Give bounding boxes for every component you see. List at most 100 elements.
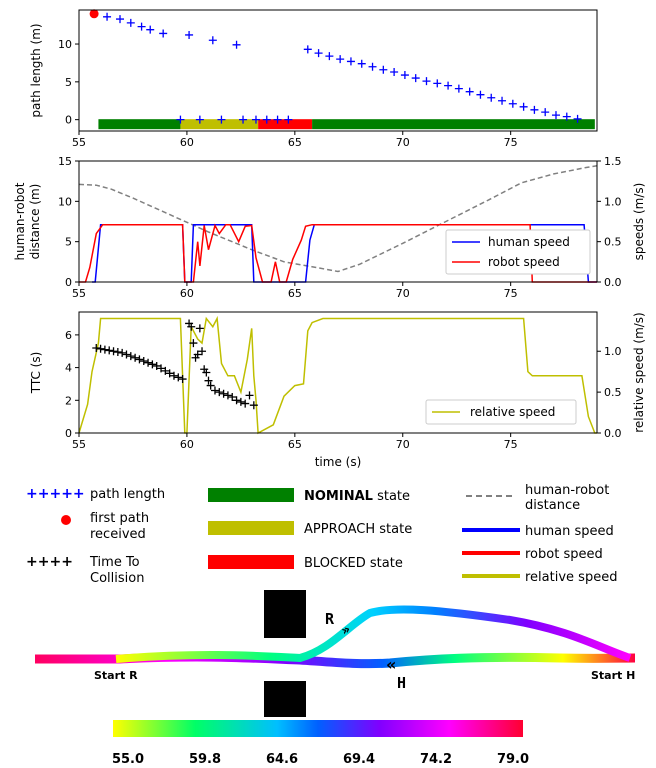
y-tick-label: 6	[65, 329, 72, 342]
x-tick-label: 65	[288, 136, 302, 149]
human-label: H	[397, 674, 406, 692]
data-point	[551, 111, 560, 120]
ttc-relative-speed-panel: 55 60 65 70 75 0 2 4 6 0.0 0.5 1.0 TTC (s) relative s…	[29, 311, 646, 469]
speed-legend: human speed robot speed	[445, 229, 591, 275]
data-point	[411, 74, 420, 83]
data-point	[206, 381, 215, 390]
x-tick-label: 55	[72, 438, 86, 451]
legend-distance: human-robot distance	[525, 483, 609, 513]
x-tick-label: 75	[504, 438, 518, 451]
x-tick-label: 65	[288, 438, 302, 451]
legend-first-path: first path received	[90, 511, 149, 542]
data-point	[346, 57, 355, 66]
y-right-axis-label: speeds (m/s)	[632, 183, 646, 261]
x-tick-label: 60	[180, 287, 194, 300]
data-point	[113, 348, 122, 357]
x-tick-label: 70	[396, 287, 410, 300]
data-point	[232, 396, 241, 405]
y-right-tick-label: 0.0	[604, 427, 622, 440]
y-axis-label: TTC (s)	[29, 352, 43, 395]
y-tick-label: 4	[65, 362, 72, 375]
data-point	[400, 71, 409, 80]
legend-first-path-marker	[61, 515, 71, 525]
y-tick-label: 10	[58, 195, 72, 208]
legend-nominal: NOMINAL state	[304, 489, 410, 504]
colorbar-tick-label: 69.4	[343, 752, 375, 767]
relative-speed-legend: relative speed	[425, 399, 577, 425]
legend-relative-speed: relative speed	[525, 570, 617, 585]
plot-frame	[78, 311, 598, 434]
data-point	[152, 361, 161, 370]
data-point	[176, 115, 185, 124]
data-point	[198, 347, 207, 356]
colorbar-tick-label: 74.2	[420, 752, 452, 767]
data-point	[210, 386, 219, 395]
legend-approach-swatch	[208, 521, 294, 535]
colorbar: 55.0 59.8 64.6 69.4 74.2 79.0	[112, 720, 529, 767]
y-tick-label: 0	[65, 114, 72, 127]
data-point	[137, 22, 146, 31]
data-point	[89, 9, 99, 19]
x-tick-label: 60	[180, 136, 194, 149]
distance-speed-panel: 55 60 65 70 75 0 5 10 15 0.0 0.5 1.0 1.5 human-robot d…	[13, 155, 646, 300]
data-point	[202, 368, 211, 377]
y-axis-label: path length (m)	[29, 23, 43, 117]
data-point	[219, 389, 228, 398]
state-segment	[180, 119, 259, 130]
colorbar-tick-label: 55.0	[112, 752, 144, 767]
data-point	[135, 355, 144, 364]
data-point	[161, 366, 170, 375]
data-point	[100, 345, 109, 354]
legend-nominal-swatch	[208, 488, 294, 502]
data-point	[530, 105, 539, 114]
data-point	[465, 87, 474, 96]
data-point	[454, 84, 463, 93]
data-point	[189, 339, 198, 348]
x-axis-label: time (s)	[315, 455, 362, 469]
data-point	[195, 115, 204, 124]
data-point	[217, 115, 226, 124]
data-point	[96, 344, 105, 353]
data-point	[562, 112, 571, 121]
data-point	[148, 360, 157, 369]
data-point	[195, 324, 204, 333]
legend-path-length-marker: +++++	[26, 486, 85, 502]
data-point	[241, 399, 250, 408]
data-point	[131, 353, 140, 362]
y-right-tick-label: 1.0	[604, 345, 622, 358]
data-point	[284, 115, 293, 124]
legend-robot-speed: robot speed	[525, 547, 603, 562]
figure-legend: +++++ path length first path received +++…	[26, 483, 617, 586]
data-point	[303, 45, 312, 54]
x-tick-label: 70	[396, 136, 410, 149]
data-point	[146, 25, 155, 34]
data-point	[245, 391, 254, 400]
legend-human-speed: human speed	[525, 524, 614, 539]
data-point	[541, 108, 550, 117]
data-point	[249, 401, 258, 410]
y-tick-label: 10	[58, 38, 72, 51]
data-point	[390, 68, 399, 77]
legend-ttc-marker: ++++	[26, 554, 73, 570]
series-line	[78, 315, 597, 435]
data-point	[379, 65, 388, 74]
legend-ttc: Time To Collision	[89, 555, 144, 586]
data-point	[92, 343, 101, 352]
data-point	[208, 36, 217, 45]
data-point	[169, 371, 178, 380]
relative-speed-legend-label: relative speed	[470, 405, 555, 419]
data-point	[204, 376, 213, 385]
series-line	[79, 223, 597, 283]
robot-label: R	[325, 610, 335, 628]
data-point	[228, 393, 237, 402]
data-point	[157, 364, 166, 373]
x-tick-label: 70	[396, 438, 410, 451]
x-tick-label: 65	[288, 287, 302, 300]
legend-path-length: path length	[90, 487, 165, 502]
state-segment	[98, 119, 181, 130]
y-axis-label: human-robot	[13, 182, 27, 260]
data-point	[273, 115, 282, 124]
state-segment	[312, 119, 595, 130]
x-tick-label: 55	[72, 287, 86, 300]
